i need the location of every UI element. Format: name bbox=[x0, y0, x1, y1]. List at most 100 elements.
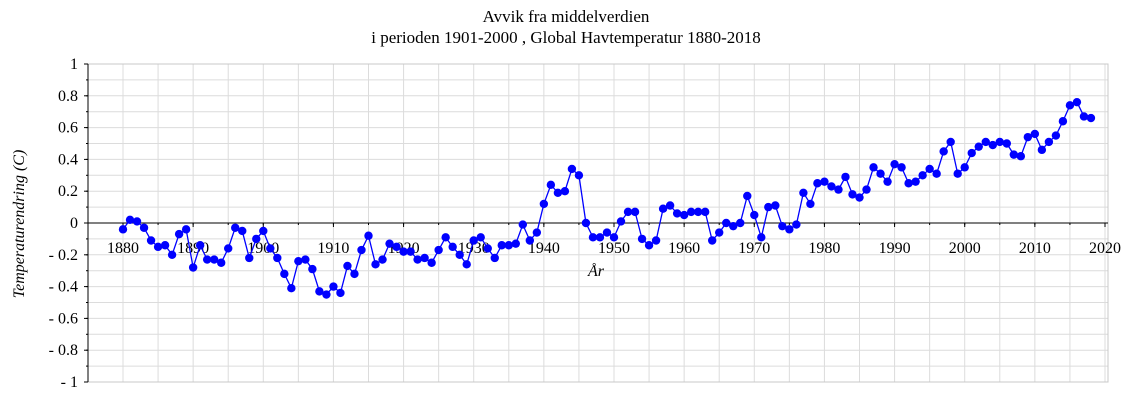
data-point bbox=[118, 225, 128, 234]
data-point bbox=[209, 255, 219, 264]
data-point bbox=[252, 234, 261, 244]
data-point bbox=[911, 177, 920, 186]
data-point bbox=[378, 255, 387, 264]
y-axis-label: Temperaturendring (C) bbox=[11, 150, 28, 299]
y-tick-label: - 1 bbox=[61, 374, 78, 391]
data-point bbox=[904, 179, 913, 188]
data-point bbox=[441, 233, 450, 242]
data-point bbox=[357, 245, 366, 255]
data-point bbox=[658, 204, 668, 213]
data-point bbox=[476, 233, 485, 242]
data-point bbox=[855, 193, 864, 202]
data-point bbox=[651, 236, 661, 245]
data-point bbox=[672, 209, 682, 218]
x-tick-label: 2000 bbox=[949, 240, 981, 257]
data-point bbox=[139, 223, 149, 232]
data-point bbox=[700, 207, 710, 217]
data-point bbox=[385, 239, 394, 248]
data-point bbox=[806, 199, 815, 209]
x-tick-label: 1910 bbox=[317, 240, 349, 257]
data-point bbox=[350, 269, 359, 279]
x-tick-label: 1960 bbox=[668, 240, 700, 257]
data-point bbox=[1072, 97, 1082, 107]
x-tick-label: 1970 bbox=[738, 240, 770, 257]
data-point bbox=[238, 226, 247, 236]
x-tick-label: 1900 bbox=[247, 240, 279, 257]
data-point bbox=[995, 137, 1004, 147]
data-point bbox=[799, 188, 808, 197]
data-point bbox=[202, 255, 212, 264]
data-point bbox=[960, 163, 969, 172]
data-point bbox=[1086, 113, 1096, 123]
data-point bbox=[764, 202, 773, 212]
series-ocean-temperature bbox=[118, 97, 1096, 299]
data-point bbox=[665, 201, 675, 210]
data-point bbox=[511, 239, 520, 248]
data-point bbox=[792, 220, 801, 229]
data-point bbox=[160, 241, 170, 250]
data-point bbox=[518, 220, 528, 229]
data-point bbox=[224, 244, 233, 253]
data-point bbox=[1009, 150, 1019, 159]
data-point bbox=[245, 253, 254, 263]
data-point bbox=[623, 207, 633, 217]
data-point bbox=[897, 163, 906, 172]
axes bbox=[84, 63, 1109, 383]
data-point bbox=[1044, 137, 1054, 147]
chart-title: Avvik fra middelverdien bbox=[482, 7, 650, 26]
data-point bbox=[778, 221, 787, 231]
data-point bbox=[497, 241, 506, 250]
data-point bbox=[280, 269, 289, 279]
data-point bbox=[939, 147, 948, 156]
x-tick-label: 1930 bbox=[458, 240, 490, 257]
data-point bbox=[322, 290, 331, 299]
data-point bbox=[609, 233, 619, 242]
data-point bbox=[188, 263, 198, 272]
x-tick-label: 1980 bbox=[808, 240, 840, 257]
data-point bbox=[588, 233, 598, 242]
data-point bbox=[125, 215, 135, 225]
data-point bbox=[834, 185, 843, 194]
data-point bbox=[560, 187, 570, 196]
data-point bbox=[553, 188, 563, 197]
data-point bbox=[693, 207, 703, 217]
data-point bbox=[918, 171, 927, 180]
data-point bbox=[1079, 112, 1089, 121]
data-point bbox=[567, 164, 577, 174]
data-point bbox=[434, 245, 443, 255]
data-point bbox=[462, 260, 471, 269]
data-point bbox=[890, 159, 899, 169]
data-point bbox=[448, 242, 457, 252]
data-point bbox=[715, 228, 724, 237]
data-point bbox=[616, 217, 626, 226]
tick-labels: 1 0.8 0.6 0.4 0.2 0 - 0.2 - 0.4 - 0.6 - 0.8 - 1 188… bbox=[49, 56, 1121, 391]
data-point bbox=[743, 191, 752, 201]
data-point bbox=[195, 241, 205, 250]
x-tick-label: 1940 bbox=[528, 240, 560, 257]
data-point bbox=[771, 201, 780, 210]
data-point bbox=[708, 236, 717, 245]
chart-title-block: Avvik fra middelverdien i perioden 1901-… bbox=[0, 6, 1132, 48]
data-point bbox=[266, 244, 275, 253]
data-point bbox=[1023, 132, 1033, 142]
data-point bbox=[750, 210, 759, 220]
x-tick-label: 1950 bbox=[598, 240, 630, 257]
data-point bbox=[1058, 117, 1068, 126]
data-point bbox=[273, 253, 282, 263]
data-point bbox=[637, 234, 647, 244]
data-point bbox=[315, 287, 324, 296]
y-tick-label: 0.4 bbox=[58, 151, 78, 168]
x-tick-label: 2010 bbox=[1019, 240, 1051, 257]
data-point bbox=[532, 228, 542, 237]
y-tick-label: - 0.6 bbox=[49, 310, 78, 327]
chart-subtitle: i perioden 1901-2000 , Global Havtempera… bbox=[371, 28, 761, 47]
data-point bbox=[371, 260, 380, 269]
data-point bbox=[869, 163, 878, 172]
data-point bbox=[406, 247, 415, 256]
data-point bbox=[1065, 101, 1075, 110]
data-point bbox=[413, 255, 422, 264]
data-point bbox=[217, 258, 226, 267]
x-tick-label: 1880 bbox=[107, 240, 139, 257]
y-tick-label: 0.8 bbox=[58, 88, 78, 105]
